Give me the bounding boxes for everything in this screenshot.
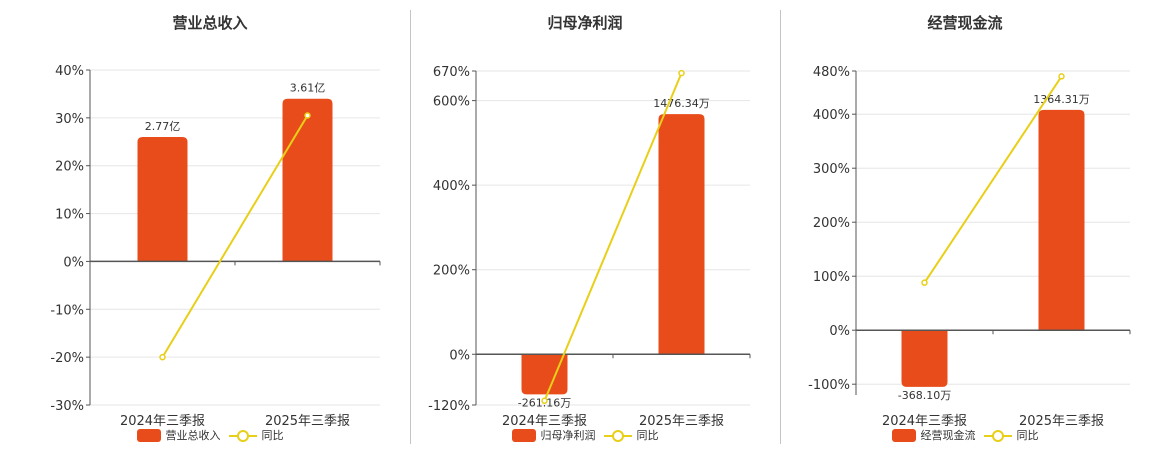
y-tick-label: 0% xyxy=(63,255,84,270)
y-tick-label: -30% xyxy=(50,399,84,414)
bar xyxy=(282,98,333,262)
y-tick-label: 600% xyxy=(433,95,470,110)
bar xyxy=(901,330,948,387)
x-category-label: 2024年三季报 xyxy=(120,414,205,429)
x-category-label: 2025年三季报 xyxy=(1019,414,1104,429)
y-tick-label: 0% xyxy=(449,348,470,363)
yoy-line xyxy=(923,75,1063,284)
legend-item-line[interactable]: 同比 xyxy=(603,427,659,443)
chart-title: 营业总收入 xyxy=(172,14,248,32)
y-tick-label: 30% xyxy=(55,112,84,127)
y-tick-label: 100% xyxy=(813,270,850,285)
chart-title: 归母净利润 xyxy=(547,14,623,32)
legend-bar-swatch xyxy=(511,428,536,442)
yoy-point xyxy=(921,279,928,286)
x-category-label: 2024年三季报 xyxy=(882,414,967,429)
legend-label: 营业总收入 xyxy=(165,429,221,442)
yoy-point xyxy=(678,69,685,77)
net-profit-chart-panel: 归母净利润 670%600%400%200%0%-120%-261.16万147… xyxy=(400,0,770,450)
legend-label: 同比 xyxy=(261,429,284,442)
y-tick-label: -10% xyxy=(50,303,84,318)
legend-label: 同比 xyxy=(636,429,659,442)
yoy-point xyxy=(159,353,166,361)
x-category-label: 2025年三季报 xyxy=(265,414,350,429)
revenue-chart-panel: 营业总收入 40% 30% 20% 10% 0% -10% -20% -30% 2.77亿 3.6… xyxy=(30,0,390,450)
y-tick-label: -120% xyxy=(428,399,470,414)
yoy-point xyxy=(1058,73,1065,80)
chart-legend: 归母净利润 同比 xyxy=(400,426,770,444)
chart-title: 经营现金流 xyxy=(927,14,1003,32)
bar-data-label: 1364.31万 xyxy=(1033,93,1090,106)
y-tick-label: 670% xyxy=(433,65,470,80)
y-tick-label: 400% xyxy=(433,179,470,194)
y-tick-label: 200% xyxy=(813,216,850,231)
bar xyxy=(1038,109,1085,331)
yoy-point xyxy=(541,397,548,405)
legend-line-swatch xyxy=(983,429,1012,442)
y-tick-label: 200% xyxy=(433,264,470,279)
y-tick-label: 20% xyxy=(55,160,84,175)
bar-data-label: -368.10万 xyxy=(898,389,951,402)
x-category-label: 2024年三季报 xyxy=(502,414,587,429)
legend-label: 经营现金流 xyxy=(920,429,976,442)
y-tick-label: 400% xyxy=(813,108,850,123)
x-category-label: 2025年三季报 xyxy=(639,414,724,429)
bar-data-label: 2.77亿 xyxy=(145,120,181,133)
panel-divider xyxy=(780,10,781,444)
legend-item-line[interactable]: 同比 xyxy=(228,427,284,443)
legend-item-bar[interactable]: 归母净利润 xyxy=(511,427,596,443)
net-profit-chart: 670%600%400%200%0%-120%-261.16万1476.34万2… xyxy=(428,65,751,429)
yoy-line xyxy=(543,72,683,402)
bar xyxy=(521,354,568,395)
bar xyxy=(658,114,705,355)
legend-item-bar[interactable]: 经营现金流 xyxy=(891,427,976,443)
y-tick-label: 300% xyxy=(813,162,850,177)
yoy-line xyxy=(161,114,309,358)
chart-legend: 经营现金流 同比 xyxy=(780,426,1150,444)
panel-divider xyxy=(410,10,411,444)
legend-label: 归母净利润 xyxy=(540,429,596,442)
y-tick-label: 480% xyxy=(813,65,850,80)
legend-line-swatch xyxy=(228,429,257,442)
legend-bar-swatch xyxy=(891,428,916,442)
cash-flow-chart-panel: 经营现金流 480% 400% 300% 200% 100% 0% -100% -368.10… xyxy=(780,0,1150,450)
legend-item-bar[interactable]: 营业总收入 xyxy=(136,427,221,443)
y-tick-label: -100% xyxy=(808,378,850,393)
revenue-chart: 40% 30% 20% 10% 0% -10% -20% -30% 2.77亿 3.61亿 2024… xyxy=(50,64,381,429)
chart-legend: 营业总收入 同比 xyxy=(30,426,390,444)
bar xyxy=(137,137,188,262)
y-tick-label: 0% xyxy=(829,324,850,339)
legend-bar-swatch xyxy=(136,428,161,442)
bar-data-label: 3.61亿 xyxy=(290,82,326,95)
y-tick-label: -20% xyxy=(50,351,84,366)
y-tick-label: 40% xyxy=(55,64,84,79)
y-tick-label: 10% xyxy=(55,208,84,223)
legend-label: 同比 xyxy=(1016,429,1039,442)
cash-flow-chart: 480% 400% 300% 200% 100% 0% -100% -368.10万 1364.… xyxy=(808,65,1131,429)
bar-data-label: 1476.34万 xyxy=(653,97,710,110)
legend-item-line[interactable]: 同比 xyxy=(983,427,1039,443)
legend-line-swatch xyxy=(603,429,632,442)
yoy-point xyxy=(304,112,311,119)
